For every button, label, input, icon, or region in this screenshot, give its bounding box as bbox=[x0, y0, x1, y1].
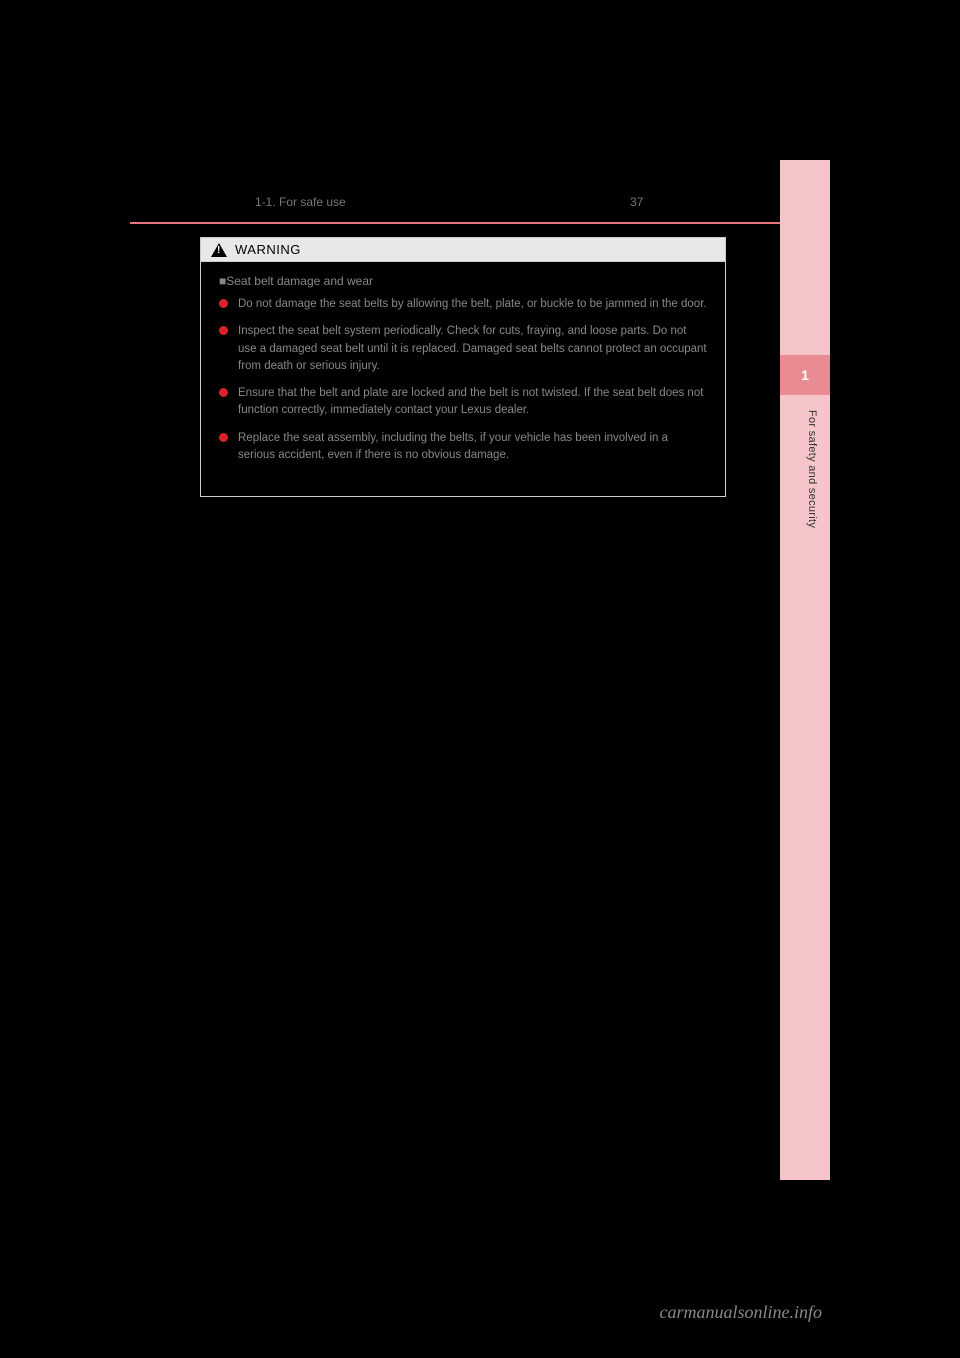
bullet-icon bbox=[219, 299, 228, 308]
header-rule bbox=[130, 222, 780, 224]
bullet-icon bbox=[219, 388, 228, 397]
warning-section-heading: ■Seat belt damage and wear bbox=[219, 274, 707, 288]
watermark: carmanualsonline.info bbox=[660, 1302, 823, 1323]
chapter-label: For safety and security bbox=[806, 410, 818, 528]
bullet-icon bbox=[219, 326, 228, 335]
bullet-text: Ensure that the belt and plate are locke… bbox=[238, 385, 707, 420]
bullet-text: Inspect the seat belt system periodicall… bbox=[238, 323, 707, 375]
bullet-icon bbox=[219, 433, 228, 442]
bullet-item: Ensure that the belt and plate are locke… bbox=[219, 385, 707, 420]
bullet-text: Replace the seat assembly, including the… bbox=[238, 430, 707, 465]
chapter-number: 1 bbox=[801, 367, 809, 383]
warning-box: WARNING ■Seat belt damage and wear Do no… bbox=[200, 237, 726, 497]
bullet-text: Do not damage the seat belts by allowing… bbox=[238, 296, 707, 313]
chapter-side-tab bbox=[780, 160, 830, 1180]
warning-body: ■Seat belt damage and wear Do not damage… bbox=[201, 262, 725, 496]
warning-title: WARNING bbox=[235, 242, 301, 257]
warning-triangle-icon bbox=[211, 243, 227, 257]
warning-title-bar: WARNING bbox=[201, 238, 725, 262]
bullet-item: Do not damage the seat belts by allowing… bbox=[219, 296, 707, 313]
chapter-tab-active[interactable]: 1 bbox=[780, 355, 830, 395]
section-header: 1-1. For safe use bbox=[255, 195, 346, 209]
bullet-item: Inspect the seat belt system periodicall… bbox=[219, 323, 707, 375]
page-number: 37 bbox=[630, 195, 643, 209]
bullet-item: Replace the seat assembly, including the… bbox=[219, 430, 707, 465]
